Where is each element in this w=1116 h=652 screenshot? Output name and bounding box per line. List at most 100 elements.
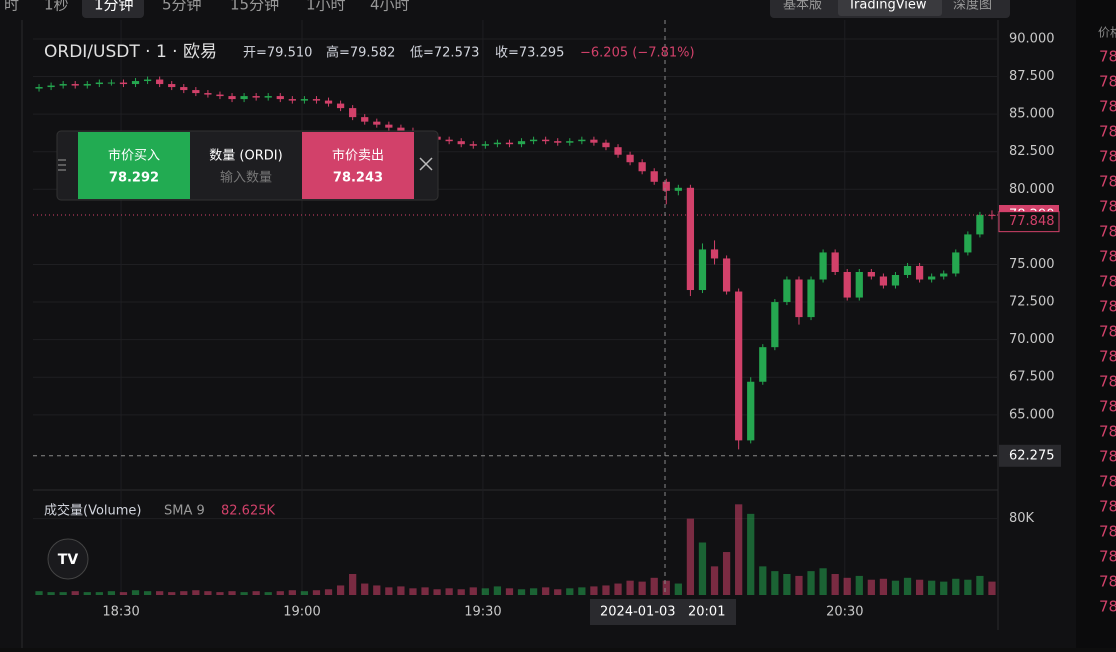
volume-bar bbox=[674, 583, 682, 595]
view-tab[interactable]: 深度图 bbox=[953, 0, 992, 13]
volume-bar bbox=[686, 518, 695, 595]
candle-body bbox=[952, 252, 960, 274]
interval-tab[interactable]: 5分钟 bbox=[162, 0, 202, 14]
volume-bar bbox=[71, 591, 79, 595]
crosshair-price-box bbox=[999, 444, 1061, 467]
candle-body bbox=[855, 271, 863, 298]
interval-tab[interactable]: 15分钟 bbox=[230, 0, 279, 14]
candle-body bbox=[324, 100, 333, 104]
order-book-price: 78 bbox=[1099, 173, 1116, 191]
crosshair-date-box bbox=[590, 599, 736, 625]
candle-body bbox=[578, 139, 586, 142]
mark-price-label: 77.848 bbox=[1009, 214, 1055, 229]
drag-icon[interactable] bbox=[58, 159, 66, 171]
volume-sma: SMA 9 bbox=[164, 504, 205, 519]
order-book-price: 78 bbox=[1099, 48, 1116, 66]
y-tick-label: 82.500 bbox=[1009, 144, 1055, 159]
candle-body bbox=[590, 139, 598, 143]
candle-body bbox=[204, 93, 212, 95]
candle-body bbox=[879, 276, 888, 286]
buy-button[interactable] bbox=[78, 132, 190, 199]
candle-body bbox=[867, 271, 875, 277]
symbol: ORDI/USDT · 1 · 欧易 bbox=[44, 42, 217, 62]
candle-body bbox=[566, 141, 574, 143]
order-book-header: 价格 bbox=[1098, 25, 1116, 40]
candle-body bbox=[71, 84, 79, 86]
volume-bar bbox=[590, 586, 598, 595]
volume-bar bbox=[517, 589, 526, 595]
ohlc-high: 高=79.582 bbox=[326, 45, 395, 61]
volume-bar bbox=[433, 589, 441, 595]
candle-body bbox=[554, 141, 562, 143]
candle-body bbox=[131, 81, 140, 85]
volume-bar bbox=[397, 586, 405, 595]
order-book-price: 78 bbox=[1099, 523, 1116, 541]
candle-body bbox=[698, 249, 707, 291]
candle-body bbox=[107, 82, 116, 84]
volume-bar bbox=[542, 587, 550, 595]
view-tab[interactable]: TradingView bbox=[847, 0, 927, 13]
candle-body bbox=[119, 82, 128, 85]
ohlc-low: 低=72.573 bbox=[410, 46, 479, 61]
sell-button[interactable] bbox=[302, 132, 414, 199]
x-tick-label: 20:30 bbox=[826, 605, 863, 620]
candle-body bbox=[481, 144, 489, 146]
order-book-price: 78 bbox=[1099, 248, 1116, 266]
volume-bar bbox=[698, 542, 707, 595]
x-tick-label: 18:30 bbox=[102, 605, 139, 620]
candle-body bbox=[143, 79, 152, 82]
tv-logo[interactable] bbox=[47, 538, 89, 580]
volume-bar bbox=[952, 578, 960, 595]
candle-body bbox=[650, 171, 658, 182]
interval-tab[interactable]: 1小时 bbox=[306, 0, 346, 14]
candle-body bbox=[819, 252, 827, 280]
order-book-price: 78 bbox=[1099, 123, 1116, 141]
volume-bar bbox=[915, 579, 924, 595]
view-tab[interactable]: 基本版 bbox=[783, 0, 822, 13]
volume-bar bbox=[903, 577, 912, 595]
volume-bar bbox=[288, 590, 296, 595]
candle-body bbox=[385, 124, 393, 128]
volume-bar bbox=[252, 591, 260, 595]
qty-input[interactable]: 输入数量 bbox=[220, 170, 272, 186]
volume-bar bbox=[771, 571, 779, 595]
volume-bar bbox=[421, 587, 429, 595]
candle-body bbox=[771, 302, 779, 348]
candle-body bbox=[747, 381, 755, 441]
order-book-price: 78 bbox=[1099, 398, 1116, 416]
sell-label: 市价卖出 bbox=[332, 148, 384, 164]
y-tick-label: 67.500 bbox=[1009, 370, 1055, 385]
volume-bar bbox=[276, 591, 284, 595]
volume-bar bbox=[300, 591, 309, 595]
volume-name: 成交量(Volume) bbox=[44, 503, 142, 519]
candle-body bbox=[361, 117, 369, 122]
close-icon[interactable] bbox=[419, 157, 433, 171]
interval-tab[interactable]: 1秒 bbox=[44, 0, 69, 14]
interval-tab[interactable]: 时 bbox=[4, 0, 19, 14]
order-book-price: 78 bbox=[1099, 548, 1116, 566]
interval-tab[interactable]: 4小时 bbox=[370, 0, 410, 14]
volume-bar bbox=[493, 586, 502, 595]
active-interval-bg bbox=[82, 0, 144, 18]
volume-bar bbox=[928, 580, 936, 595]
interval-tab[interactable]: 1分钟 bbox=[94, 0, 134, 14]
volume-bar bbox=[264, 592, 272, 595]
candle-body bbox=[228, 96, 236, 100]
y-tick-label: 87.500 bbox=[1009, 69, 1055, 84]
volume-bar bbox=[988, 581, 996, 595]
volume-bar bbox=[940, 581, 948, 595]
order-book-bg bbox=[1076, 0, 1116, 648]
y-tick-label: 90.000 bbox=[1009, 31, 1055, 46]
mark-price-box bbox=[998, 211, 1060, 233]
volume-bar bbox=[143, 591, 152, 595]
volume-bar bbox=[156, 591, 164, 595]
order-book-price: 78 bbox=[1099, 73, 1116, 91]
volume-bar bbox=[722, 552, 731, 595]
candle-body bbox=[928, 276, 936, 280]
volume-bar bbox=[855, 575, 863, 595]
order-book-price: 78 bbox=[1099, 598, 1116, 616]
candle-body bbox=[722, 258, 731, 292]
volume-bar bbox=[445, 588, 453, 595]
candle-body bbox=[252, 96, 260, 98]
volume-bar bbox=[783, 574, 791, 595]
